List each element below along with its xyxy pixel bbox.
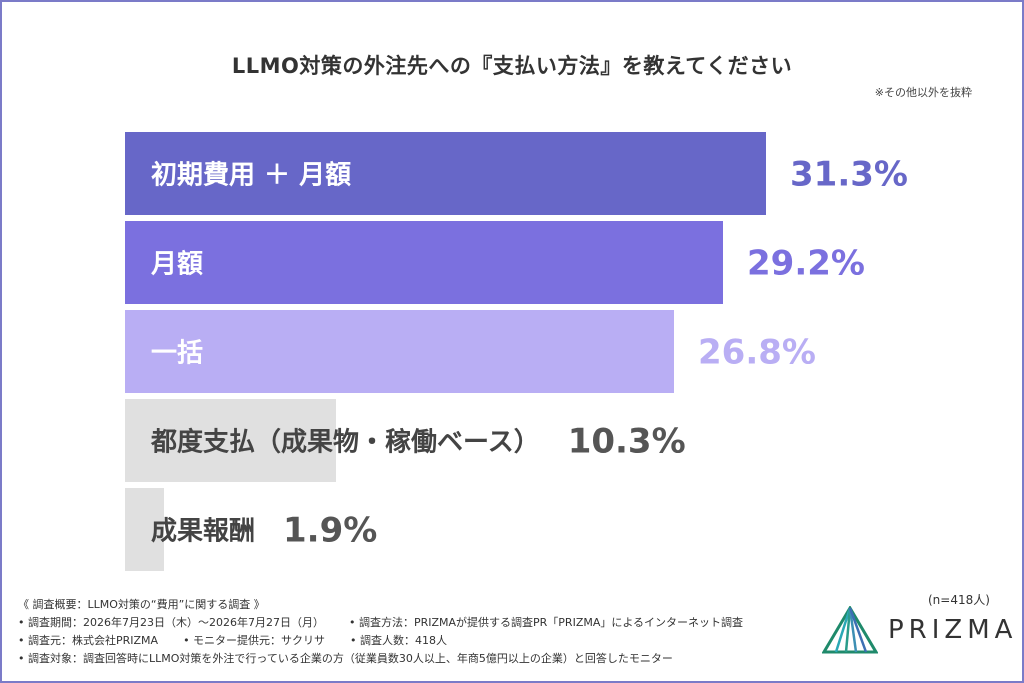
footer-target: • 調査対象：調査回答時にLLMO対策を外注で行っている企業の方（従業員数30人…: [18, 652, 673, 665]
bar-label-4: 都度支払（成果物・稼働ベース）: [150, 427, 540, 458]
sample-size: (n=418人): [928, 593, 990, 607]
bar-label-3: 一括: [151, 339, 203, 369]
footer-period: • 調査期間：2026年7月23日（木）〜2026年7月27日（月）: [18, 616, 324, 629]
bar-value-3: 26.8%: [698, 333, 816, 373]
bar-1: [125, 132, 766, 215]
bar-4: [125, 399, 336, 482]
footer-heading: 《 調査概要：LLMO対策の“費用”に関する調査 》: [18, 598, 265, 611]
chart-note: ※その他以外を抜粋: [874, 86, 972, 99]
bar-label-2: 月額: [150, 250, 203, 280]
bar-chart: 初期費用 ＋ 月額 31.3% 月額 29.2% 一括 26.8% 都度支払（成果物・稼働ベ…: [125, 132, 908, 571]
bar-value-5: 1.9%: [283, 511, 377, 551]
bar-2: [125, 221, 723, 304]
bar-label-5: 成果報酬: [151, 517, 255, 547]
prism-triangle-icon: [822, 606, 878, 654]
logo-text: PRIZMA: [888, 615, 1018, 645]
chart-title: LLMO対策の外注先への『支払い方法』を教えてください: [231, 54, 793, 78]
prizma-logo: PRIZMA: [822, 606, 1017, 654]
survey-footer: 《 調査概要：LLMO対策の“費用”に関する調査 》 • 調査期間：2026年7…: [18, 596, 743, 668]
footer-method: • 調査方法：PRIZMAが提供する調査PR「PRIZMA」によるインターネット…: [348, 616, 744, 629]
bar-label-1: 初期費用 ＋ 月額: [151, 161, 351, 191]
footer-count: • 調査人数：418人: [350, 634, 448, 647]
footer-monitor: • モニター提供元：サクリサ: [183, 634, 326, 647]
footer-source: • 調査元：株式会社PRIZMA: [18, 634, 159, 647]
bar-value-4: 10.3%: [568, 422, 686, 462]
bar-value-2: 29.2%: [747, 244, 865, 284]
bar-5: [125, 488, 164, 571]
bar-3: [125, 310, 674, 393]
bar-value-1: 31.3%: [790, 155, 908, 195]
